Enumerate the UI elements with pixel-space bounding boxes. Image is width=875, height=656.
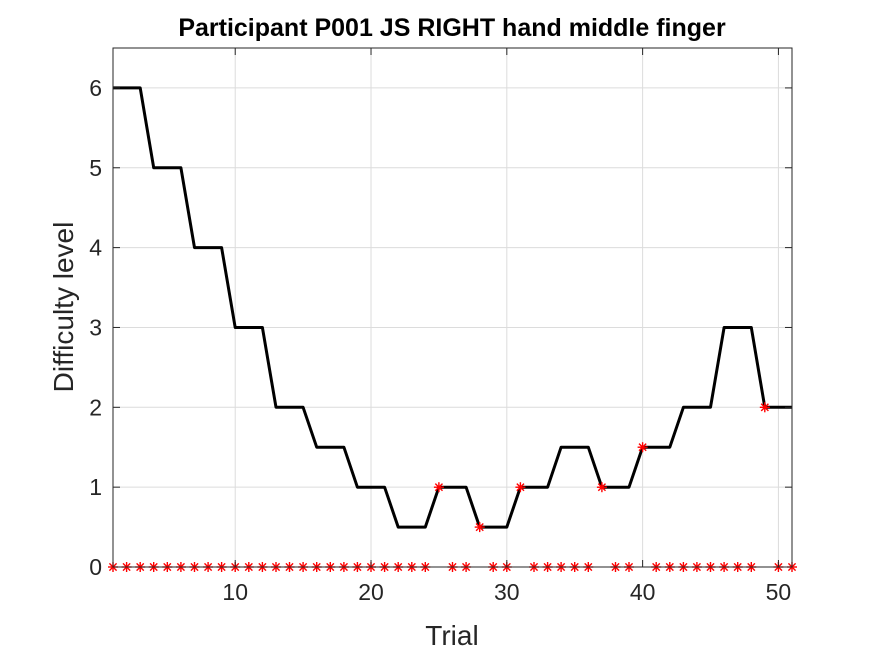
y-tick-label: 0 bbox=[89, 554, 102, 580]
y-tick-label: 3 bbox=[89, 314, 102, 340]
data-point-marker bbox=[433, 482, 444, 493]
data-point-marker bbox=[474, 522, 485, 533]
data-point-marker bbox=[515, 482, 526, 493]
y-tick-label: 5 bbox=[89, 155, 102, 181]
x-axis-label: Trial bbox=[425, 620, 478, 651]
difficulty-line bbox=[113, 86, 792, 529]
plot-area-frame bbox=[112, 47, 793, 568]
x-tick-label: 50 bbox=[766, 579, 792, 605]
x-tick-label: 40 bbox=[630, 579, 656, 605]
chart-title: Participant P001 JS RIGHT hand middle fi… bbox=[178, 14, 726, 42]
y-tick-label: 4 bbox=[89, 235, 102, 261]
y-tick-label: 6 bbox=[89, 75, 102, 101]
data-point-marker bbox=[596, 482, 607, 493]
x-tick-label: 10 bbox=[222, 579, 248, 605]
x-tick-label: 30 bbox=[494, 579, 520, 605]
y-tick-label: 2 bbox=[89, 394, 102, 420]
y-tick-label: 1 bbox=[89, 474, 102, 500]
x-tick-label: 20 bbox=[358, 579, 384, 605]
data-point-marker bbox=[637, 442, 648, 453]
data-point-marker bbox=[759, 402, 770, 413]
y-axis-label: Difficulty level bbox=[48, 222, 79, 393]
